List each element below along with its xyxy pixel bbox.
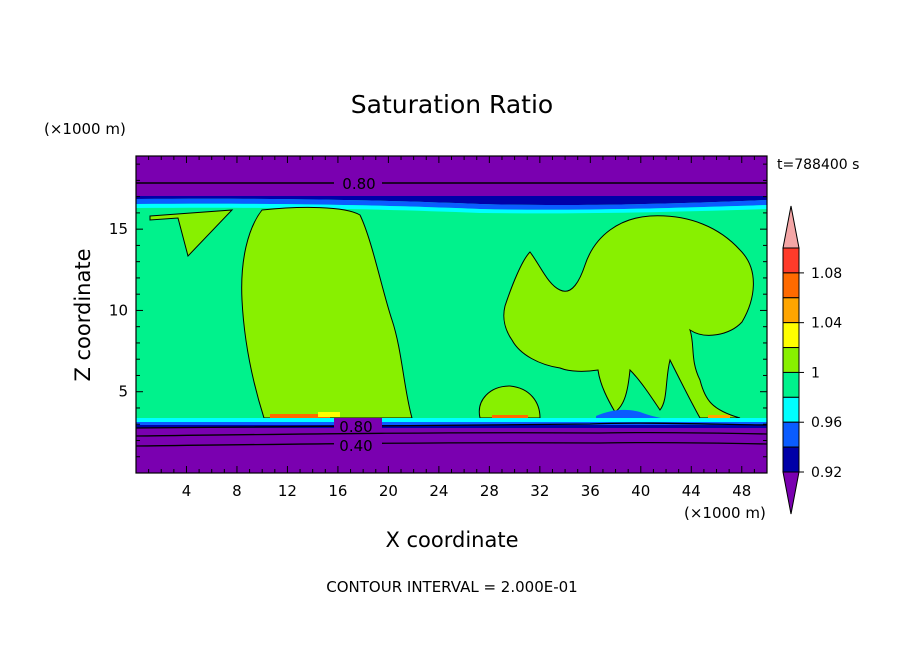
plume-main-right (503, 215, 754, 419)
x-tick-label: 24 (429, 482, 448, 500)
lower-dry-region (136, 428, 767, 473)
plume-left-small (149, 209, 234, 257)
colorbar-swatch (782, 396, 800, 423)
lower-transition-blue (136, 422, 767, 425)
colorbar-swatch (782, 272, 800, 299)
contour-line-lower-1 (136, 422, 767, 429)
upper-transition-cyan (136, 203, 767, 214)
plume-small-center (478, 385, 541, 419)
colorbar: 1.08 1.04 1 0.96 0.92 (782, 205, 842, 515)
contour-label-bg-2 (334, 418, 382, 432)
time-label: t=788400 s (777, 157, 859, 173)
x-tick-label: 32 (530, 482, 549, 500)
x-tick-label: 20 (379, 482, 398, 500)
colorbar-swatch (782, 297, 800, 324)
upper-transition-dark (136, 196, 767, 205)
y-tick-label: 15 (109, 220, 128, 238)
y-tick-label: 10 (109, 301, 128, 319)
colorbar-swatch (782, 421, 800, 448)
contour-line-lower-2 (136, 431, 767, 437)
y-axis-ticks: 5 10 15 (109, 163, 767, 458)
x-tick-label: 44 (682, 482, 701, 500)
colorbar-swatch (782, 322, 800, 349)
cold-patch (596, 409, 672, 420)
chart-title: Saturation Ratio (351, 90, 553, 119)
y-axis-label: Z coordinate (71, 248, 95, 381)
colorbar-swatch (782, 347, 800, 373)
warm-streak-4 (708, 415, 730, 418)
y-unit-label: (×1000 m) (44, 120, 126, 138)
warm-streak-2 (318, 412, 340, 417)
warm-streak-1 (270, 414, 330, 418)
colorbar-label: 1.08 (811, 266, 842, 282)
contour-label-lower-1: 0.80 (339, 418, 372, 436)
x-tick-label: 16 (328, 482, 347, 500)
colorbar-swatch (782, 247, 800, 274)
x-tick-label: 12 (278, 482, 297, 500)
x-tick-label: 36 (581, 482, 600, 500)
x-axis-ticks: 4 8 12 16 20 24 28 32 36 40 44 48 (148, 156, 755, 500)
x-tick-label: 28 (480, 482, 499, 500)
colorbar-bottom-arrow (782, 471, 800, 515)
contour-label-bg-1 (334, 172, 382, 192)
colorbar-swatch (782, 446, 800, 473)
lower-transition-cyan (136, 418, 767, 422)
y-tick-label: 5 (118, 383, 128, 401)
contour-label-upper: 0.80 (342, 175, 375, 193)
x-tick-label: 40 (631, 482, 650, 500)
upper-dry-region (136, 156, 767, 196)
contour-line-lower-3 (136, 441, 767, 447)
colorbar-label: 0.96 (811, 415, 842, 431)
contour-labels: 0.80 0.80 0.40 (334, 172, 382, 455)
warm-streak-3 (492, 415, 528, 418)
colorbar-label: 0.92 (811, 465, 842, 481)
upper-transition-blue (136, 198, 767, 210)
x-tick-label: 8 (232, 482, 242, 500)
x-tick-label: 48 (732, 482, 751, 500)
contour-label-lower-2: 0.40 (339, 437, 372, 455)
x-axis-label: X coordinate (385, 528, 518, 552)
plot-field (136, 156, 767, 473)
x-tick-label: 4 (182, 482, 192, 500)
colorbar-label: 1.04 (811, 316, 842, 332)
x-unit-label: (×1000 m) (684, 504, 766, 522)
contour-interval-footer: CONTOUR INTERVAL = 2.000E-01 (326, 578, 577, 596)
lower-transition-dark (136, 425, 767, 428)
contour-label-bg-3 (334, 437, 382, 453)
colorbar-label: 1 (811, 365, 820, 381)
colorbar-top-arrow (782, 205, 800, 249)
colorbar-swatch (782, 371, 800, 398)
plume-main-left (241, 206, 413, 419)
